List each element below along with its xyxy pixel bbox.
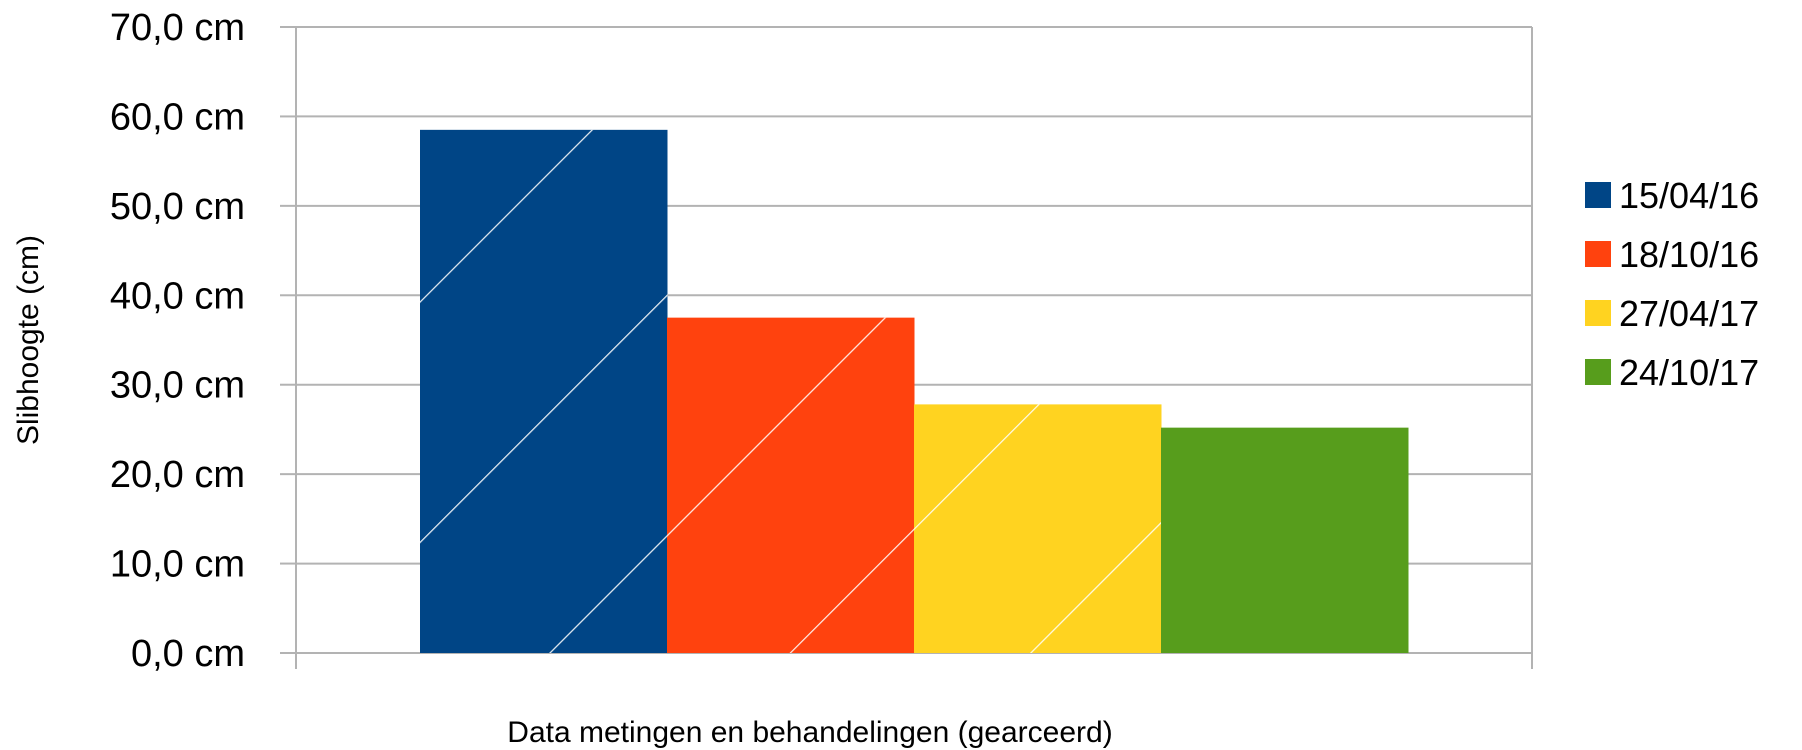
x-axis-title: Data metingen en behandelingen (gearceer… xyxy=(507,716,1112,749)
y-tick-label: 50,0 cm xyxy=(110,186,245,228)
bar-hatching xyxy=(420,129,668,654)
bars xyxy=(420,129,1409,654)
y-tick-labels: 0,0 cm 10,0 cm 20,0 cm 30,0 cm 40,0 cm 50,0 c… xyxy=(110,7,245,675)
y-tick-label: 30,0 cm xyxy=(110,365,245,407)
bar-hatching xyxy=(914,404,1162,653)
legend: 15/04/16 18/10/16 27/04/17 24/10/17 xyxy=(1585,175,1759,393)
y-tick-label: 70,0 cm xyxy=(110,7,245,49)
y-tick-label: 40,0 cm xyxy=(110,275,245,317)
legend-swatch xyxy=(1585,241,1611,267)
axes xyxy=(280,26,1533,669)
y-axis-title: Slibhoogte (cm) xyxy=(12,235,45,445)
legend-swatch xyxy=(1585,182,1611,208)
legend-label: 18/10/16 xyxy=(1619,234,1759,275)
legend-label: 15/04/16 xyxy=(1619,175,1759,216)
y-tick-label: 10,0 cm xyxy=(110,544,245,586)
bar xyxy=(1161,427,1409,653)
y-tick-label: 60,0 cm xyxy=(110,96,245,138)
legend-label: 27/04/17 xyxy=(1619,293,1759,334)
y-tick-label: 20,0 cm xyxy=(110,454,245,496)
legend-label: 24/10/17 xyxy=(1619,352,1759,393)
legend-swatch xyxy=(1585,300,1611,326)
bar-hatching xyxy=(667,317,915,653)
y-tick-label: 0,0 cm xyxy=(131,633,245,675)
legend-swatch xyxy=(1585,359,1611,385)
